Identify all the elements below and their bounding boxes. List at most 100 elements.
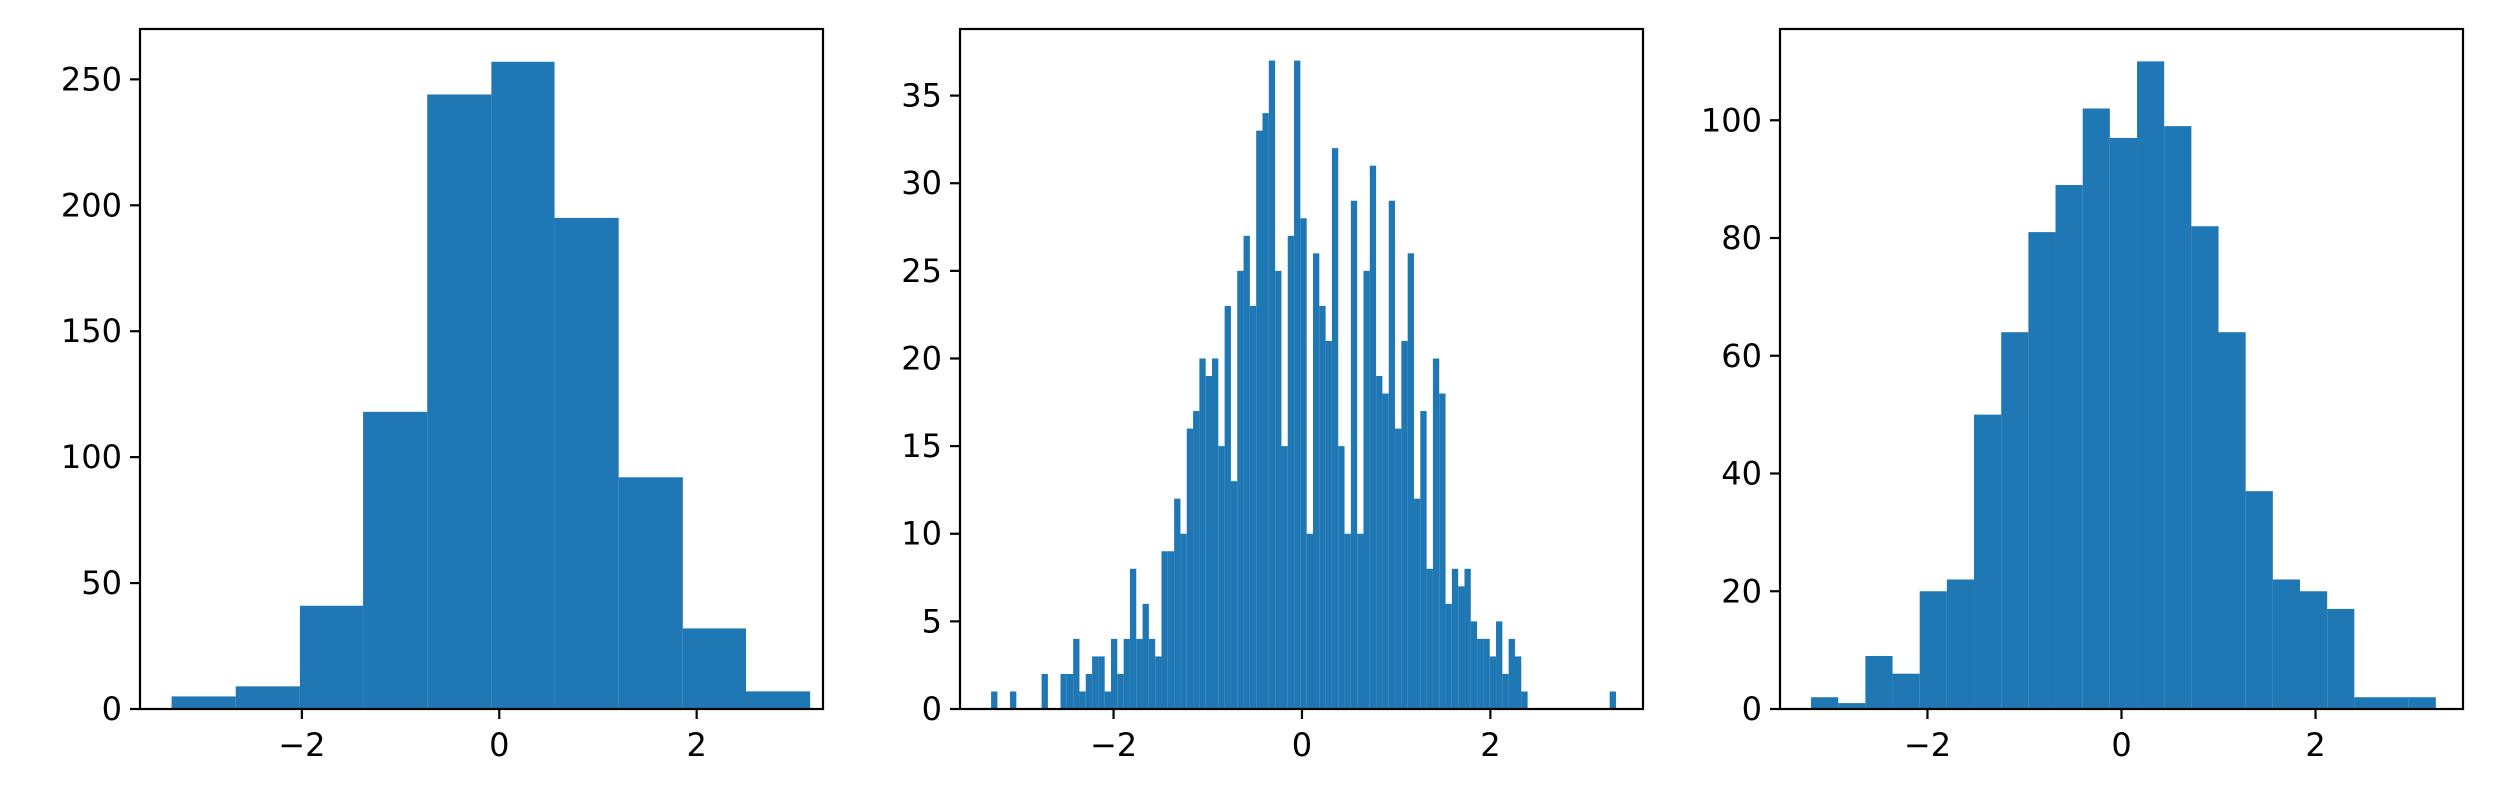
histogram-bar xyxy=(1098,656,1105,709)
histogram-bar xyxy=(2327,608,2355,709)
histogram-bar xyxy=(1066,673,1074,709)
y-tick-label: 30 xyxy=(901,164,942,202)
histogram-bar xyxy=(1521,691,1528,709)
histogram-bar xyxy=(1401,340,1408,709)
histogram-bar xyxy=(2218,332,2246,709)
histogram-bar xyxy=(1224,305,1231,709)
x-tick-label: 0 xyxy=(2111,726,2131,764)
x-tick-label: 2 xyxy=(1480,726,1500,764)
histogram-bar xyxy=(1395,428,1402,709)
histogram-bar xyxy=(1338,446,1345,709)
histogram-bar xyxy=(1136,638,1143,709)
histogram-bar xyxy=(1464,568,1471,709)
histogram-bar xyxy=(682,628,747,709)
histogram-bar xyxy=(2245,491,2273,709)
histogram-bar xyxy=(1085,673,1093,709)
y-tick-label: 150 xyxy=(61,312,122,350)
histogram-bars xyxy=(1811,61,2436,710)
y-tick-label: 15 xyxy=(901,427,942,465)
histogram-panel-1: −2 0 2 0 50 100 150 200 250 xyxy=(61,27,825,764)
histogram-bar xyxy=(2191,226,2219,709)
histogram-bar xyxy=(1148,638,1156,709)
x-tick-label: −2 xyxy=(1090,726,1137,764)
histogram-bar xyxy=(1919,591,1947,709)
histogram-bar xyxy=(1041,673,1048,709)
histogram-bar xyxy=(1451,568,1459,709)
histogram-bar xyxy=(1369,165,1377,709)
histogram-bar xyxy=(1892,673,1920,709)
histogram-bar xyxy=(1073,638,1080,709)
histogram-bar xyxy=(299,605,364,709)
histogram-bar xyxy=(2109,137,2138,710)
histogram-bar xyxy=(1199,358,1206,709)
histogram-bar xyxy=(1079,691,1086,709)
histogram-bar xyxy=(2055,185,2083,709)
y-tick-label: 35 xyxy=(901,77,942,115)
x-tick-label: −2 xyxy=(1904,726,1951,764)
histogram-bar xyxy=(1811,697,1839,709)
histogram-bar xyxy=(1275,270,1282,709)
histogram-bar xyxy=(363,411,428,709)
histogram-bar xyxy=(1237,270,1244,709)
histogram-bar xyxy=(1432,358,1440,709)
y-tick-label: 0 xyxy=(1742,690,1762,728)
histogram-bar xyxy=(1439,393,1446,709)
histogram-bar xyxy=(1186,428,1194,709)
y-tick-label: 60 xyxy=(1721,337,1762,375)
histogram-bar xyxy=(1420,411,1427,709)
histogram-bar xyxy=(235,686,300,709)
histogram-bar xyxy=(1426,568,1433,709)
x-tick-label: 2 xyxy=(2305,726,2325,764)
histogram-bar xyxy=(491,61,555,710)
y-tick-label: 80 xyxy=(1721,219,1762,257)
histogram-bar xyxy=(1060,673,1067,709)
histogram-bar xyxy=(427,94,492,709)
histogram-bar xyxy=(1249,305,1257,709)
y-tick-label: 0 xyxy=(922,690,942,728)
histogram-bar xyxy=(1174,498,1181,709)
histogram-bar xyxy=(1344,533,1351,709)
histogram-bar xyxy=(2354,697,2382,709)
histogram-bar xyxy=(1496,621,1503,709)
histogram-bar xyxy=(1218,446,1225,709)
histogram-bar xyxy=(1092,656,1099,709)
histogram-bar xyxy=(2164,126,2192,709)
histogram-bar xyxy=(2082,108,2110,709)
y-tick-label: 5 xyxy=(922,602,942,640)
y-tick-label: 250 xyxy=(61,60,122,98)
histogram-bar xyxy=(1974,414,2002,709)
histogram-bar xyxy=(1010,691,1017,709)
histogram-bar xyxy=(554,217,619,709)
histogram-bar xyxy=(1205,376,1213,709)
histogram-bar xyxy=(1363,270,1370,709)
histogram-bar xyxy=(1312,253,1320,709)
histogram-bar xyxy=(1514,656,1522,709)
histogram-bar xyxy=(991,691,998,709)
histogram-bar xyxy=(1123,638,1130,709)
histogram-bar xyxy=(1262,113,1269,709)
y-tick-label: 10 xyxy=(901,515,942,553)
x-tick-label: −2 xyxy=(278,726,325,764)
histogram-bar xyxy=(1388,200,1396,710)
histogram-bar xyxy=(1319,305,1326,709)
histogram-bar xyxy=(1117,673,1124,709)
histogram-bars xyxy=(991,60,1616,710)
histogram-bar xyxy=(1331,148,1339,709)
histogram-bar xyxy=(2272,579,2301,709)
histogram-bar xyxy=(1212,358,1219,709)
histogram-bar xyxy=(1838,703,1866,709)
histogram-bar xyxy=(1413,498,1421,709)
y-tick-label: 50 xyxy=(81,564,122,602)
histogram-bar xyxy=(1294,60,1301,710)
histogram-bar xyxy=(1609,691,1616,709)
histogram-bar xyxy=(1111,638,1118,709)
histogram-bar xyxy=(1470,621,1478,709)
histogram-bar xyxy=(2137,61,2165,709)
histogram-bar xyxy=(1508,638,1515,709)
histogram-bar xyxy=(1350,200,1358,710)
histogram-bar xyxy=(1230,481,1238,709)
histogram-bar xyxy=(1256,130,1263,710)
